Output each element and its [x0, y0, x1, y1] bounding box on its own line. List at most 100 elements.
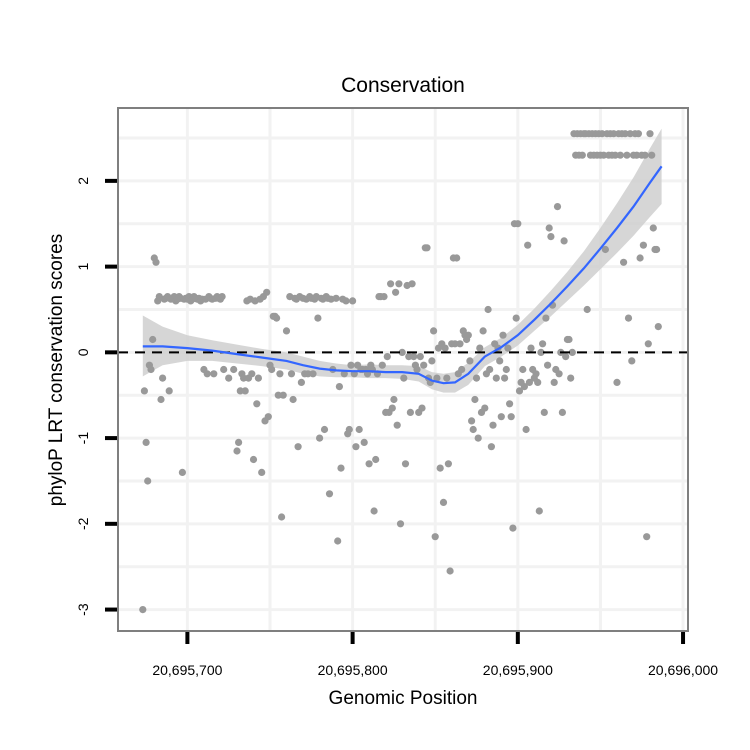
x-axis-title: Genomic Position: [329, 688, 478, 709]
data-point: [297, 378, 305, 386]
data-point: [504, 344, 512, 352]
data-point: [507, 413, 515, 421]
data-point: [509, 524, 517, 532]
data-point: [428, 357, 436, 365]
data-point: [553, 203, 562, 211]
data-point: [268, 365, 276, 374]
data-point: [410, 353, 418, 361]
data-point: [444, 460, 452, 468]
data-point: [653, 245, 661, 254]
data-point: [304, 370, 312, 378]
data-point: [628, 357, 636, 365]
data-point: [484, 305, 492, 314]
data-point: [149, 335, 157, 344]
smooth-line-layer: [142, 165, 663, 385]
data-point: [545, 224, 553, 232]
data-point: [540, 408, 548, 416]
axis-ticks-layer: 20,695,700 20,695,800 20,695,900 20,696,000…: [75, 177, 718, 678]
data-point: [314, 314, 322, 322]
data-point: [515, 387, 524, 395]
data-point: [418, 404, 426, 412]
data-point: [294, 443, 302, 451]
data-point: [390, 395, 398, 404]
data-point: [309, 370, 317, 378]
data-point: [466, 357, 474, 365]
data-point: [349, 297, 357, 305]
data-point: [147, 365, 155, 374]
data-point: [225, 374, 233, 382]
data-point: [210, 370, 218, 378]
data-point: [157, 395, 165, 404]
data-point: [555, 370, 563, 378]
data-point: [600, 151, 608, 159]
data-point: [436, 464, 444, 472]
data-point: [278, 513, 286, 521]
data-point: [249, 455, 258, 464]
data-point: [203, 370, 211, 378]
data-point: [152, 258, 160, 266]
data-point: [392, 288, 400, 296]
data-point: [654, 323, 662, 331]
data-point: [258, 468, 266, 476]
data-point: [365, 460, 373, 468]
data-point: [620, 258, 628, 266]
panel-border: [117, 107, 689, 632]
data-point: [378, 361, 386, 369]
x-tick-label: 20,695,800: [318, 662, 388, 678]
data-point: [624, 314, 633, 322]
data-point: [253, 400, 261, 408]
data-point: [370, 507, 378, 515]
data-point: [352, 443, 360, 451]
data-point: [578, 151, 586, 159]
data-point: [388, 404, 396, 412]
data-point: [446, 567, 454, 575]
data-point: [532, 370, 540, 378]
data-point: [263, 288, 271, 296]
data-point: [646, 130, 654, 138]
data-point: [487, 443, 495, 451]
data-point: [550, 378, 558, 386]
data-point: [400, 374, 408, 382]
data-point: [464, 331, 472, 339]
data-point: [413, 365, 421, 374]
data-point: [542, 314, 550, 322]
data-point: [453, 254, 461, 262]
data-point: [142, 438, 150, 446]
data-point: [289, 395, 297, 404]
data-point: [443, 374, 451, 382]
data-point: [534, 378, 542, 386]
data-point: [634, 130, 643, 138]
data-point: [220, 365, 228, 374]
data-point: [408, 280, 416, 288]
data-point: [560, 237, 568, 245]
y-tick-label: 0: [75, 348, 91, 356]
data-point: [218, 293, 226, 301]
data-point: [340, 370, 348, 378]
data-point: [230, 365, 238, 374]
data-point: [325, 490, 334, 498]
y-axis-title: phyloP LRT conservation scores: [46, 234, 67, 507]
data-point: [279, 391, 287, 399]
data-point: [316, 434, 324, 442]
x-tick-label: 20,696,000: [648, 662, 718, 678]
data-point: [648, 151, 656, 159]
data-point: [248, 370, 256, 378]
y-tick-label: -2: [75, 517, 91, 530]
data-point: [502, 365, 510, 374]
confidence-ribbon: [142, 128, 662, 393]
data-point: [395, 280, 403, 288]
data-point: [433, 374, 441, 382]
data-point: [565, 335, 573, 344]
data-point: [501, 374, 509, 382]
data-point: [235, 438, 243, 446]
data-point: [458, 365, 466, 374]
data-point: [423, 244, 431, 252]
y-tick-label: 1: [75, 262, 91, 270]
x-tick-label: 20,695,700: [152, 662, 222, 678]
data-point: [233, 447, 241, 455]
data-point: [525, 378, 534, 386]
y-tick-label: -3: [75, 603, 91, 616]
data-point: [431, 533, 439, 541]
y-tick-label: -1: [75, 432, 91, 445]
data-point: [332, 294, 340, 302]
